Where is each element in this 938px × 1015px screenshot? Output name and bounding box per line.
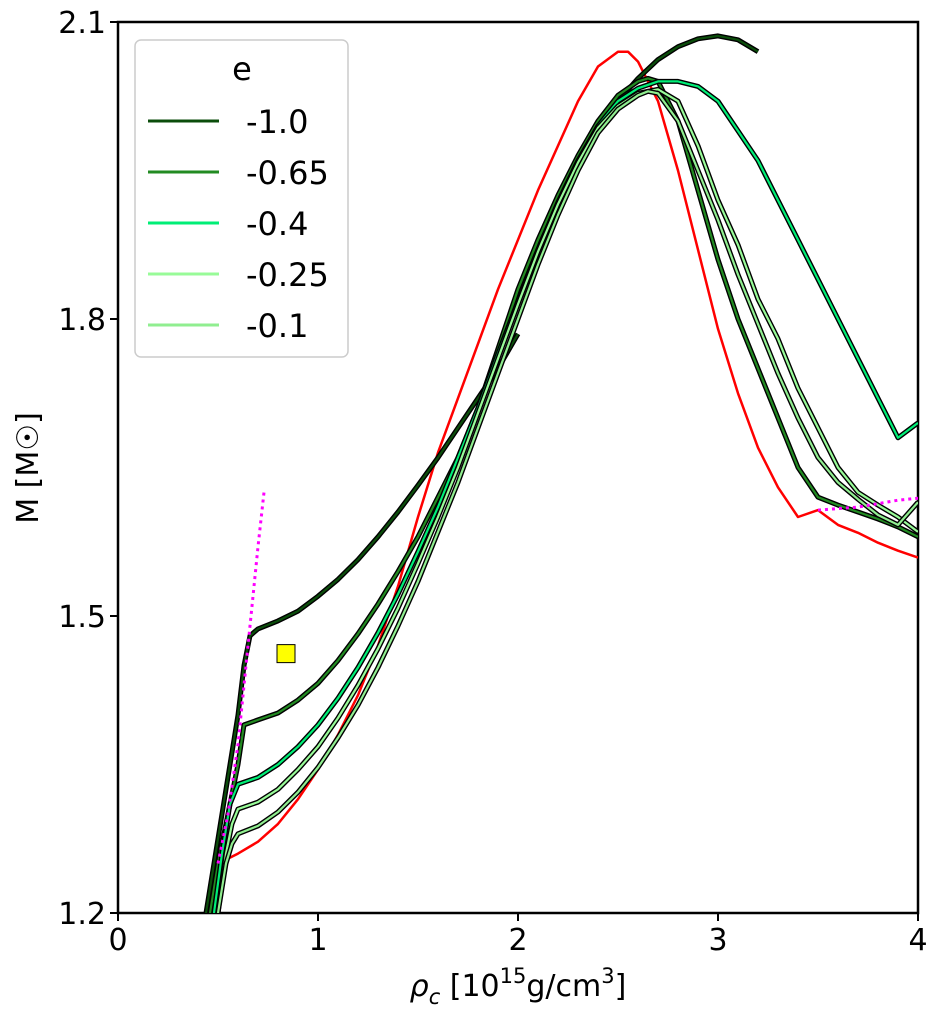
series-layer [203,33,918,913]
y-axis-ticks: 1.2 1.5 1.8 2.1 [58,6,118,932]
y-tick-label: 1.5 [58,600,106,635]
x-tick-label: 3 [708,923,727,958]
legend-label: -0.65 [246,154,329,192]
legend-label: -0.1 [246,307,308,345]
series-line-dotted-left [216,492,266,864]
legend-box [134,39,349,358]
y-tick-label: 1.2 [58,897,106,932]
x-axis-ticks: 0 1 2 3 4 [108,913,928,958]
x-tick-label: 2 [508,923,527,958]
y-tick-label: 2.1 [58,6,106,41]
legend-label: -1.0 [246,103,308,141]
legend-label: -0.25 [246,256,329,294]
series-line-0-1 [216,90,918,913]
legend-label: -0.4 [246,205,308,243]
legend: e -1.0 -0.65 -0.4 -0.25 -0.1 [134,39,349,358]
marker-yellow-square [276,644,296,664]
x-tick-label: 4 [908,923,927,958]
y-tick-label: 1.8 [58,303,106,338]
x-tick-label: 1 [308,923,327,958]
x-tick-label: 0 [108,923,127,958]
series-line-0-65 [208,77,918,913]
y-axis-label: M [M☉] [11,412,46,524]
legend-entries: -1.0 -0.65 -0.4 -0.25 -0.1 [148,103,329,345]
x-axis-label: ρc [1015g/cm3] [410,964,627,1009]
marker-layer [276,644,296,664]
series-line-0-25 [216,88,918,913]
series-line-1-0 [204,333,519,913]
legend-title: e [232,50,252,88]
